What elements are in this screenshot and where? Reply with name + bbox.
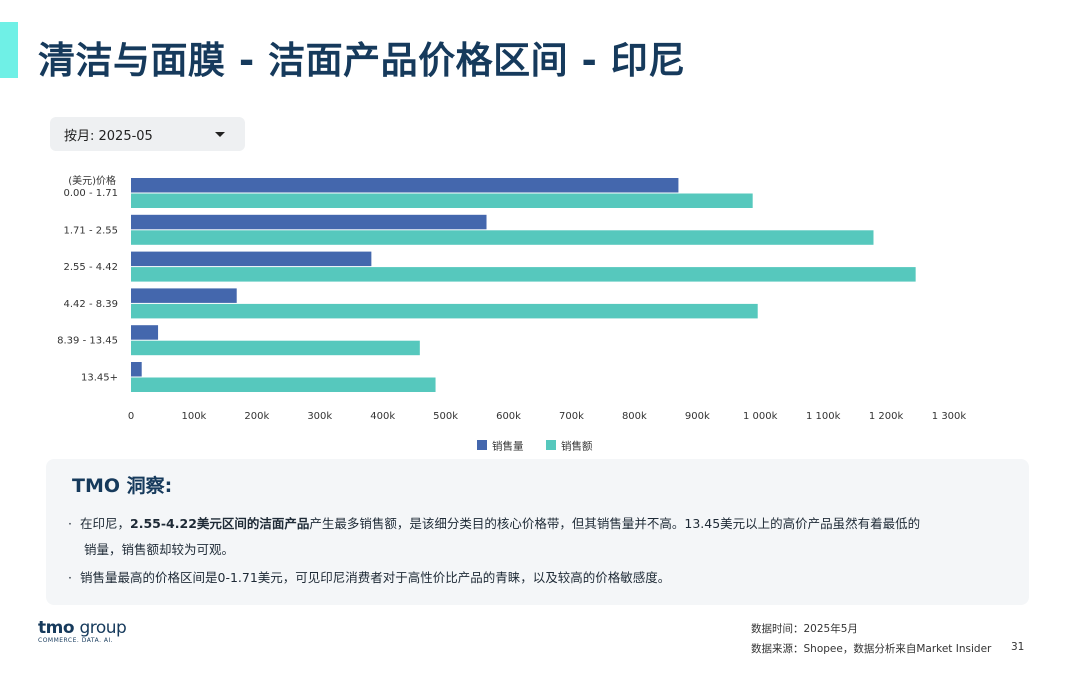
category-label-4: 8.39 - 13.45 — [57, 336, 118, 347]
logo-brand: tmo — [38, 618, 75, 638]
bullet1-prefix: 在印尼， — [80, 516, 131, 531]
x-tick-label-9: 900k — [685, 411, 710, 422]
x-tick-label-13: 1 300k — [932, 411, 967, 422]
title-accent-bar — [0, 22, 18, 78]
category-label-1: 1.71 - 2.55 — [64, 225, 119, 236]
x-tick-label-6: 600k — [496, 411, 521, 422]
bullet1-highlight: 2.55-4.22美元区间的洁面产品 — [130, 516, 310, 531]
logo-group: group — [79, 618, 127, 638]
x-tick-label-8: 800k — [622, 411, 647, 422]
data-source-note: 数据来源：Shopee，数据分析来自Market Insider — [751, 643, 992, 655]
chevron-down-icon — [215, 131, 225, 137]
bar-volume-0 — [131, 178, 679, 193]
bullet2-text: 销售量最高的价格区间是0-1.71美元，可见印尼消费者对于高性价比产品的青睐，以… — [80, 570, 671, 585]
logo-tagline: COMMERCE. DATA. AI. — [38, 637, 114, 644]
price-range-bar-chart: (美元)价格0.00 - 1.71 1.71 - 2.55 2.55 - 4.42 4… — [57, 174, 967, 453]
bar-volume-5 — [131, 362, 142, 377]
category-label-2: 2.55 - 4.42 — [64, 262, 119, 273]
x-tick-label-5: 500k — [433, 411, 458, 422]
x-tick-label-4: 400k — [370, 411, 395, 422]
bullet-dot: · — [68, 516, 72, 531]
bar-revenue-3 — [131, 303, 758, 319]
legend-label-0: 销售量 — [492, 440, 524, 453]
page-number: 31 — [1011, 641, 1025, 653]
y-axis-title: (美元)价格 — [68, 174, 116, 187]
bar-volume-2 — [131, 251, 372, 267]
bar-volume-4 — [131, 325, 159, 340]
bar-revenue-1 — [131, 230, 874, 245]
x-tick-label-10: 1 000k — [743, 411, 778, 422]
insight-bullet-2: · 销售量最高的价格区间是0-1.71美元，可见印尼消费者对于高性价比产品的青睐，… — [68, 565, 998, 591]
x-tick-label-0: 0 — [128, 411, 134, 422]
category-label-5: 13.45+ — [81, 373, 118, 384]
tmo-group-logo: tmo group COMMERCE. DATA. AI. — [38, 618, 127, 644]
x-tick-label-2: 200k — [244, 411, 269, 422]
category-label-3: 4.42 - 8.39 — [64, 299, 119, 310]
bar-volume-3 — [131, 288, 237, 303]
insight-panel: TMO 洞察: · 在印尼，2.55-4.22美元区间的洁面产品产生最多销售额，是… — [46, 459, 1029, 605]
bar-revenue-5 — [131, 377, 436, 392]
x-tick-label-1: 100k — [181, 411, 206, 422]
month-filter-label: 按月: 2025-05 — [64, 128, 153, 144]
insight-title: TMO 洞察: — [72, 475, 173, 497]
bar-revenue-0 — [131, 193, 753, 208]
x-tick-label-12: 1 200k — [869, 411, 904, 422]
x-tick-label-7: 700k — [559, 411, 584, 422]
insight-bullet-1: · 在印尼，2.55-4.22美元区间的洁面产品产生最多销售额，是该细分类目的核心… — [68, 511, 998, 563]
bullet1-rest: 产生最多销售额，是该细分类目的核心价格带，但其销售量并不高。13.45美元以上的… — [309, 516, 921, 531]
legend-label-1: 销售额 — [561, 440, 593, 453]
bullet-dot: · — [68, 570, 72, 585]
legend-swatch-1 — [546, 440, 556, 450]
bullet1-line2: 销量，销售额却较为可观。 — [84, 542, 235, 557]
x-tick-label-3: 300k — [307, 411, 332, 422]
data-date-note: 数据时间：2025年5月 — [751, 623, 858, 635]
category-label-0: 0.00 - 1.71 — [64, 188, 119, 199]
legend-swatch-0 — [477, 440, 487, 450]
page-title: 清洁与面膜 - 洁面产品价格区间 - 印尼 — [38, 39, 686, 82]
bar-revenue-2 — [131, 267, 916, 282]
bar-revenue-4 — [131, 340, 420, 356]
x-tick-label-11: 1 100k — [806, 411, 841, 422]
bar-volume-1 — [131, 214, 487, 230]
month-filter-dropdown[interactable]: 按月: 2025-05 — [50, 117, 245, 151]
